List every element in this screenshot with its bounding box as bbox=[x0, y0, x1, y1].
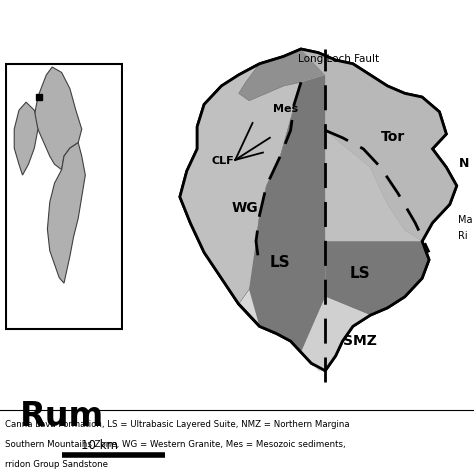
Polygon shape bbox=[47, 143, 85, 283]
Text: Southern Mountains Zone, WG = Western Granite, Mes = Mesozoic sediments,: Southern Mountains Zone, WG = Western Gr… bbox=[5, 440, 346, 448]
Polygon shape bbox=[180, 64, 301, 304]
Polygon shape bbox=[325, 130, 422, 241]
Text: Long Loch Fault: Long Loch Fault bbox=[299, 54, 380, 64]
Text: 10 km: 10 km bbox=[82, 439, 118, 453]
Text: Ma: Ma bbox=[458, 215, 473, 225]
Polygon shape bbox=[14, 102, 38, 175]
Text: LS: LS bbox=[349, 266, 370, 281]
Text: N: N bbox=[458, 157, 469, 170]
Text: SMZ: SMZ bbox=[343, 334, 376, 348]
Text: LS: LS bbox=[270, 255, 291, 270]
Polygon shape bbox=[180, 49, 456, 371]
Polygon shape bbox=[301, 49, 456, 241]
Polygon shape bbox=[249, 75, 325, 363]
Polygon shape bbox=[34, 67, 82, 170]
Text: CLF: CLF bbox=[211, 155, 234, 165]
Text: rridon Group Sandstone: rridon Group Sandstone bbox=[5, 460, 108, 468]
Text: Mes: Mes bbox=[273, 104, 299, 114]
Polygon shape bbox=[301, 297, 370, 371]
Text: WG: WG bbox=[232, 201, 258, 215]
Polygon shape bbox=[239, 49, 325, 101]
Text: Rum: Rum bbox=[20, 400, 104, 433]
Text: Ri: Ri bbox=[458, 231, 468, 241]
Text: Canna Lava Formation, LS = Ultrabasic Layered Suite, NMZ = Northern Margina: Canna Lava Formation, LS = Ultrabasic La… bbox=[5, 420, 349, 428]
Text: Tor: Tor bbox=[381, 130, 405, 145]
Polygon shape bbox=[325, 130, 429, 315]
